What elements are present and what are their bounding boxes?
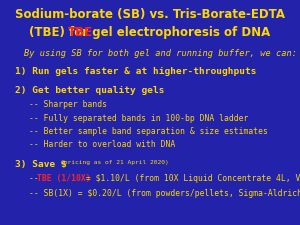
Text: (pricing as of 21 April 2020): (pricing as of 21 April 2020) bbox=[60, 160, 169, 165]
Text: 2) Get better quality gels: 2) Get better quality gels bbox=[15, 86, 164, 95]
Text: -- Sharper bands: -- Sharper bands bbox=[29, 100, 107, 109]
Text: --: -- bbox=[29, 174, 44, 183]
Text: 1) Run gels faster & at higher-throughputs: 1) Run gels faster & at higher-throughpu… bbox=[15, 67, 256, 76]
Text: = $1.10/L (from 10X Liquid Concentrate 4L, VWR): = $1.10/L (from 10X Liquid Concentrate 4… bbox=[81, 174, 300, 183]
Text: 3) Save $: 3) Save $ bbox=[15, 160, 67, 169]
Text: -- SB(1X) = $0.20/L (from powders/pellets, Sigma-Aldrich): -- SB(1X) = $0.20/L (from powders/pellet… bbox=[29, 189, 300, 198]
Text: By using SB for both gel and running buffer, we can:: By using SB for both gel and running buf… bbox=[24, 49, 297, 58]
Text: -- Fully separated bands in 100-bp DNA ladder: -- Fully separated bands in 100-bp DNA l… bbox=[29, 114, 249, 123]
Text: -- Better sample band separation & size estimates: -- Better sample band separation & size … bbox=[29, 127, 268, 136]
Text: (TBE) for gel electrophoresis of DNA: (TBE) for gel electrophoresis of DNA bbox=[29, 26, 271, 39]
Text: TBE (1/10X): TBE (1/10X) bbox=[37, 174, 90, 183]
Text: Sodium-borate (SB) vs. Tris-Borate-EDTA: Sodium-borate (SB) vs. Tris-Borate-EDTA bbox=[15, 8, 285, 21]
Text: -- Harder to overload with DNA: -- Harder to overload with DNA bbox=[29, 140, 176, 149]
Text: TBE: TBE bbox=[68, 26, 93, 39]
